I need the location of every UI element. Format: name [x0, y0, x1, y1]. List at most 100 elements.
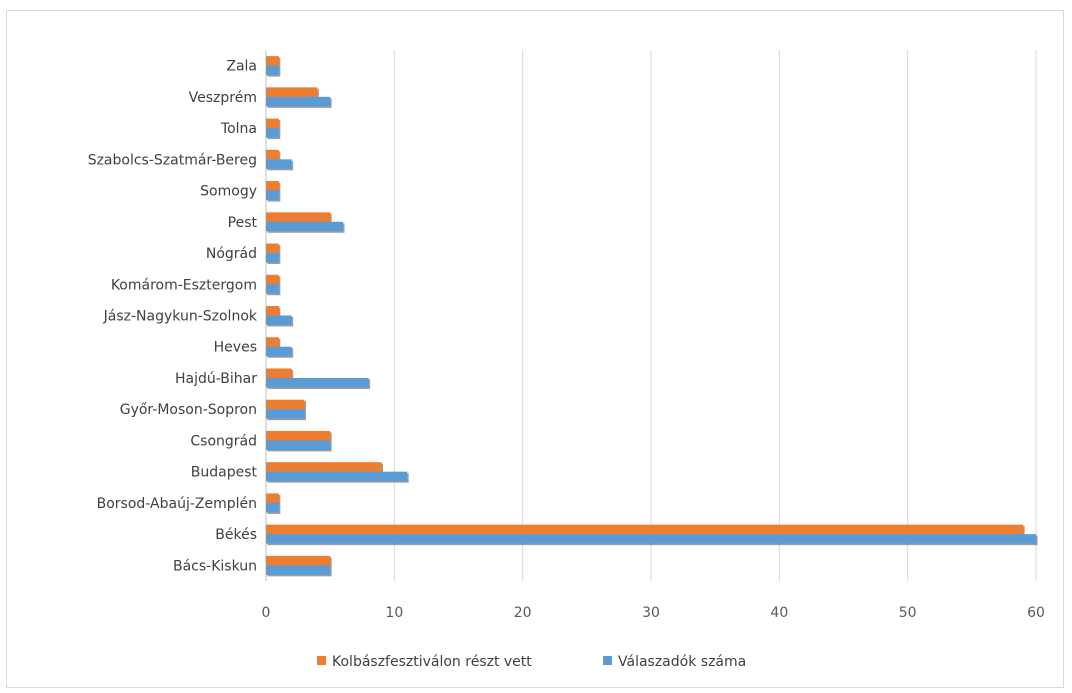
bar-festival — [266, 181, 281, 193]
x-tick-labels: 0 10 20 30 40 50 60 — [262, 605, 1045, 621]
category-label: Somogy — [200, 184, 257, 200]
bar-respondents — [266, 471, 409, 483]
bar-festival — [266, 87, 319, 99]
category-label: Nógrád — [206, 246, 257, 262]
bar — [266, 440, 331, 450]
x-tick-label: 0 — [262, 605, 271, 621]
bar-festival — [266, 430, 332, 442]
bar — [266, 346, 292, 357]
gridlines — [265, 50, 1037, 581]
bar-respondents — [266, 440, 332, 452]
x-tick-label: 40 — [770, 605, 788, 621]
category-label: Szabolcs-Szatmár-Bereg — [88, 152, 257, 168]
legend: Kolbászfesztiválon részt vett Válaszadók … — [317, 654, 746, 670]
bar — [266, 462, 382, 472]
category-label: Zala — [226, 59, 257, 75]
bar-festival — [266, 118, 281, 130]
category-label: Bács-Kiskun — [173, 558, 257, 574]
bars — [266, 56, 1038, 577]
bar — [266, 502, 279, 513]
bar-respondents — [266, 284, 281, 296]
bar-respondents — [266, 534, 1038, 546]
category-label: Jász-Nagykun-Szolnok — [103, 309, 258, 325]
bar — [266, 534, 1036, 544]
bar — [266, 190, 279, 201]
category-label: Heves — [214, 340, 257, 356]
x-tick-label: 60 — [1027, 605, 1045, 621]
bar — [266, 399, 305, 410]
bar-respondents — [266, 346, 294, 358]
bar-respondents — [266, 190, 281, 202]
category-label: Békés — [215, 527, 257, 543]
bar-festival — [266, 243, 281, 255]
category-label: Budapest — [191, 465, 258, 481]
bar-respondents — [266, 502, 281, 514]
bar — [266, 493, 279, 503]
bar-respondents — [266, 65, 281, 77]
bar-respondents — [266, 96, 332, 108]
bar — [266, 524, 1024, 535]
bar-festival — [266, 399, 306, 411]
bar — [266, 337, 279, 347]
bar-festival — [266, 337, 281, 349]
bar — [266, 284, 279, 294]
x-tick-label: 20 — [514, 605, 532, 621]
legend-swatch — [317, 656, 326, 665]
bar-respondents — [266, 128, 281, 140]
bar-festival — [266, 555, 332, 567]
legend-label: Válaszadók száma — [618, 654, 746, 670]
x-tick-label: 10 — [385, 605, 403, 621]
bar — [266, 65, 279, 76]
bar-respondents — [266, 565, 332, 577]
bar — [266, 118, 279, 129]
category-label: Győr-Moson-Sopron — [120, 402, 257, 418]
bar — [266, 306, 279, 316]
bar-respondents — [266, 409, 306, 421]
bar — [266, 96, 331, 107]
bar — [266, 243, 279, 254]
bar-festival — [266, 56, 281, 68]
bar-respondents — [266, 159, 294, 171]
bar — [266, 128, 279, 138]
bar — [266, 221, 343, 232]
bar-festival — [266, 493, 281, 505]
bar — [266, 565, 331, 575]
bar — [266, 87, 318, 97]
category-labels: Bács-Kiskun Békés Borsod-Abaúj-Zemplén Buda… — [88, 59, 258, 575]
bar-festival — [266, 368, 294, 380]
bar-respondents — [266, 377, 371, 389]
bar-festival — [266, 462, 383, 474]
bar — [266, 253, 279, 263]
bar-festival — [266, 149, 281, 161]
bar-festival — [266, 524, 1025, 536]
bar-respondents — [266, 221, 345, 233]
bar — [266, 149, 279, 160]
bar-respondents — [266, 315, 294, 327]
bar — [266, 430, 331, 441]
bar — [266, 409, 305, 419]
bar — [266, 471, 408, 482]
legend-label: Kolbászfesztiválon részt vett — [332, 654, 532, 670]
bar-festival — [266, 274, 281, 286]
category-label: Hajdú-Bihar — [175, 371, 257, 387]
bar — [266, 315, 292, 325]
legend-swatch — [603, 656, 612, 665]
category-label: Tolna — [220, 121, 257, 137]
bar — [266, 56, 279, 66]
category-label: Pest — [228, 215, 258, 231]
bar — [266, 368, 292, 378]
bar-festival — [266, 212, 332, 224]
category-label: Borsod-Abaúj-Zemplén — [97, 496, 257, 512]
bar — [266, 274, 279, 285]
category-label: Veszprém — [189, 90, 257, 106]
bar — [266, 212, 331, 222]
category-label: Komárom-Esztergom — [111, 277, 257, 293]
chart-frame — [6, 10, 1064, 688]
bar — [266, 555, 331, 566]
bar — [266, 159, 292, 169]
x-tick-label: 50 — [899, 605, 917, 621]
category-label: Csongrád — [190, 433, 257, 449]
bar-respondents — [266, 253, 281, 265]
bar — [266, 377, 369, 388]
